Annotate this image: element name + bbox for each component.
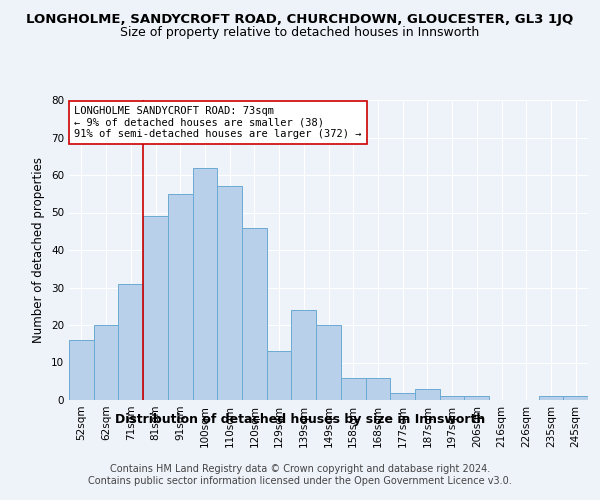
- Bar: [415, 389, 440, 400]
- Bar: [118, 284, 143, 400]
- Text: Contains HM Land Registry data © Crown copyright and database right 2024.
Contai: Contains HM Land Registry data © Crown c…: [88, 464, 512, 485]
- Bar: [440, 396, 464, 400]
- Bar: [267, 351, 292, 400]
- Bar: [539, 396, 563, 400]
- Bar: [193, 168, 217, 400]
- Bar: [217, 186, 242, 400]
- Bar: [390, 392, 415, 400]
- Bar: [69, 340, 94, 400]
- Bar: [242, 228, 267, 400]
- Bar: [143, 216, 168, 400]
- Text: LONGHOLME SANDYCROFT ROAD: 73sqm
← 9% of detached houses are smaller (38)
91% of: LONGHOLME SANDYCROFT ROAD: 73sqm ← 9% of…: [74, 106, 362, 139]
- Bar: [168, 194, 193, 400]
- Text: LONGHOLME, SANDYCROFT ROAD, CHURCHDOWN, GLOUCESTER, GL3 1JQ: LONGHOLME, SANDYCROFT ROAD, CHURCHDOWN, …: [26, 12, 574, 26]
- Bar: [292, 310, 316, 400]
- Text: Distribution of detached houses by size in Innsworth: Distribution of detached houses by size …: [115, 412, 485, 426]
- Text: Size of property relative to detached houses in Innsworth: Size of property relative to detached ho…: [121, 26, 479, 39]
- Bar: [316, 325, 341, 400]
- Y-axis label: Number of detached properties: Number of detached properties: [32, 157, 46, 343]
- Bar: [464, 396, 489, 400]
- Bar: [563, 396, 588, 400]
- Bar: [341, 378, 365, 400]
- Bar: [365, 378, 390, 400]
- Bar: [94, 325, 118, 400]
